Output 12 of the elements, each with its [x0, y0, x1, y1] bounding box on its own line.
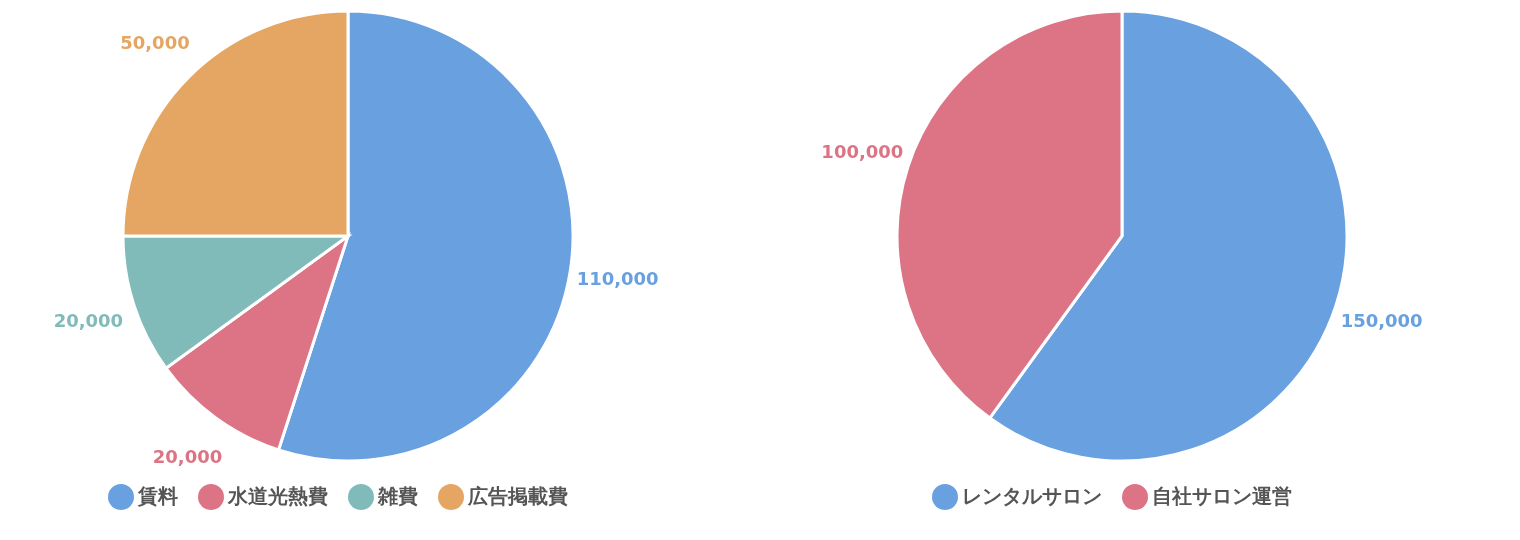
data-label: 100,000	[821, 141, 904, 163]
legend-label: 賃料	[138, 483, 178, 508]
legend-label: レンタルサロン	[962, 483, 1102, 508]
data-label: 150,000	[1340, 309, 1423, 331]
data-label: 20,000	[53, 309, 124, 331]
legend-label: 雑費	[378, 483, 418, 508]
data-label: 20,000	[152, 446, 223, 468]
data-label: 110,000	[576, 268, 659, 290]
legend-label: 自社サロン運営	[1152, 483, 1292, 508]
data-label: 50,000	[120, 32, 190, 54]
legend-label: 水道光熱費	[228, 483, 328, 508]
legend-label: 広告掲載費	[468, 483, 568, 508]
